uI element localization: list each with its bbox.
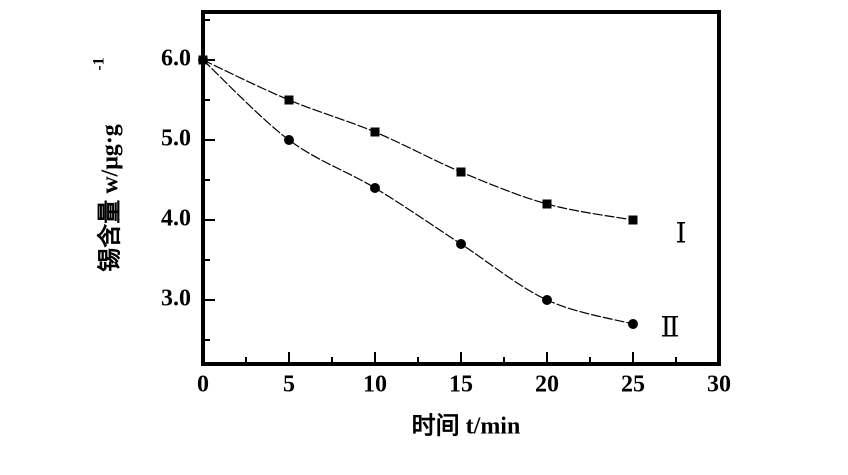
point — [284, 135, 294, 145]
point — [628, 215, 638, 225]
y-axis-label-superscript: -1 — [91, 57, 108, 70]
point — [542, 199, 552, 209]
point — [198, 55, 208, 65]
x-tick-label: 30 — [707, 372, 731, 398]
x-tick-label: 15 — [449, 372, 473, 398]
point — [456, 239, 466, 249]
point — [284, 95, 294, 105]
x-tick-label: 5 — [283, 372, 295, 398]
series-line — [202, 59, 634, 221]
point — [370, 183, 380, 193]
x-tick-label: 20 — [535, 372, 559, 398]
point — [628, 319, 638, 329]
x-axis-label: 时间 t/min — [412, 413, 521, 440]
y-tick-label: 3.0 — [161, 286, 191, 312]
x-tick-label: 25 — [621, 372, 645, 398]
x-tick-label: 10 — [363, 372, 387, 398]
y-tick-label: 5.0 — [161, 126, 191, 152]
y-axis-label: 锡含量 w/μg·g — [96, 124, 124, 272]
plot-frame — [201, 10, 721, 366]
y-tick-label: 6.0 — [161, 46, 191, 72]
point — [370, 127, 380, 137]
x-tick-label: 0 — [197, 372, 209, 398]
y-axis-label-group: 锡含量 w/μg·g -1 — [91, 57, 124, 271]
series-label: Ⅰ — [675, 218, 686, 249]
point — [456, 167, 466, 177]
y-tick-label: 4.0 — [161, 206, 191, 232]
series-label: Ⅱ — [660, 312, 679, 343]
series-line — [202, 59, 634, 325]
point — [542, 295, 552, 305]
